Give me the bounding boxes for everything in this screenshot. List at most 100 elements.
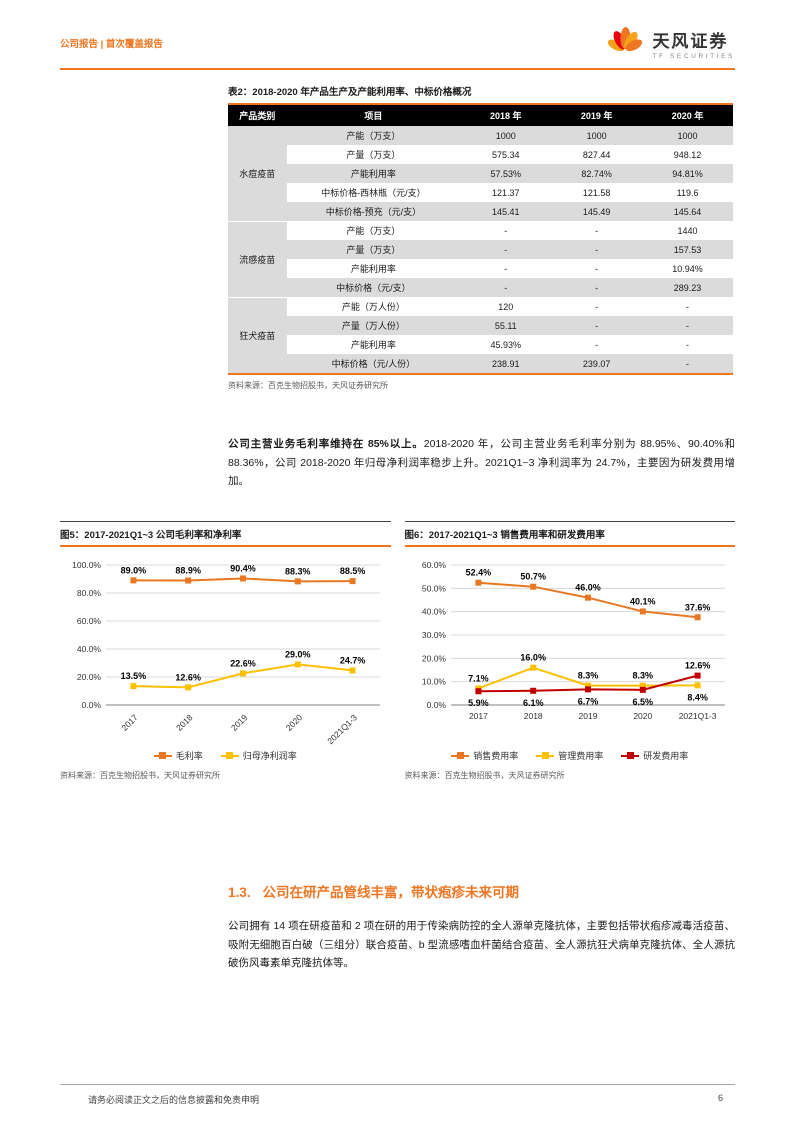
svg-text:37.6%: 37.6% — [684, 602, 710, 612]
svg-text:12.6%: 12.6% — [175, 672, 201, 682]
expense-ratio-chart: 0.0% 10.0% 20.0% 30.0% 40.0% 50.0% 60.0% 2017 20… — [421, 560, 725, 721]
chart6-title: 图6：2017-2021Q1~3 销售费用率和研发费用率 — [404, 521, 735, 548]
svg-text:89.0%: 89.0% — [121, 565, 147, 575]
legend-item: 销售费用率 — [451, 749, 518, 762]
value-cell: - — [551, 259, 643, 278]
margin-net-margin-chart: 0.0% 20.0% 40.0% 60.0% 80.0% 100.0% 2017 2018 20… — [72, 560, 380, 746]
value-cell: - — [551, 297, 643, 316]
svg-text:2017: 2017 — [119, 712, 140, 733]
value-cell: - — [551, 335, 643, 354]
column-header: 产品类别 — [228, 104, 287, 126]
item-cell: 产能利用率 — [286, 164, 461, 183]
svg-text:8.3%: 8.3% — [632, 671, 653, 681]
category-cell: 水痘疫苗 — [228, 126, 287, 222]
svg-text:2020: 2020 — [633, 711, 652, 721]
value-cell: 575.34 — [460, 145, 552, 164]
svg-text:8.4%: 8.4% — [687, 692, 708, 702]
chart-panel-6: 图6：2017-2021Q1~3 销售费用率和研发费用率 0.0% 10.0% 20… — [404, 521, 735, 781]
svg-text:0.0%: 0.0% — [426, 700, 446, 710]
legend-label: 销售费用率 — [473, 751, 519, 762]
chart5-title: 图5：2017-2021Q1~3 公司毛利率和净利率 — [60, 521, 391, 548]
table-row: 产能利用率 57.53% 82.74% 94.81% — [228, 164, 733, 183]
svg-text:2019: 2019 — [229, 712, 250, 733]
value-cell: - — [551, 316, 643, 335]
value-cell: - — [460, 221, 552, 240]
charts-row: 图5：2017-2021Q1~3 公司毛利率和净利率 0.0% 20.0% 40.0… — [60, 521, 735, 781]
value-cell: 10.94% — [642, 259, 733, 278]
value-cell: 1000 — [460, 126, 552, 145]
svg-text:20.0%: 20.0% — [77, 672, 102, 682]
legend-label: 归母净利润率 — [242, 751, 297, 762]
legend-marker-icon — [451, 752, 470, 760]
svg-text:0.0%: 0.0% — [82, 700, 102, 710]
value-cell: 1440 — [642, 221, 733, 240]
legend-item: 管理费用率 — [536, 749, 603, 762]
table-row: 产量（万支） - -157.53 — [228, 240, 733, 259]
legend-marker-icon — [536, 752, 555, 760]
chart5-source: 资料来源：百克生物招股书，天风证券研究所 — [60, 771, 220, 781]
item-cell: 产量（万人份） — [286, 316, 461, 335]
value-cell: 289.23 — [642, 278, 733, 297]
svg-text:30.0%: 30.0% — [421, 630, 446, 640]
svg-text:2019: 2019 — [578, 711, 597, 721]
value-cell: 119.6 — [642, 183, 733, 202]
chart5-legend: 毛利率 归母净利润率 — [60, 749, 391, 762]
table-row: 中标价格（元/人份） 238.91 239.07- — [228, 354, 733, 374]
svg-text:2020: 2020 — [284, 712, 305, 733]
legend-marker-icon — [621, 752, 640, 760]
value-cell: 827.44 — [551, 145, 643, 164]
table-row: 中标价格（元/支） - -289.23 — [228, 278, 733, 297]
table-row: 中标价格-预充（元/支） 145.41 145.49 145.64 — [228, 202, 733, 221]
column-header: 项目 — [286, 104, 461, 126]
svg-text:2018: 2018 — [174, 712, 195, 733]
value-cell: - — [642, 316, 733, 335]
svg-text:88.5%: 88.5% — [340, 566, 366, 576]
table-row: 产量（万支） 575.34 827.44 948.12 — [228, 145, 733, 164]
item-cell: 中标价格-西林瓶（元/支） — [286, 183, 461, 202]
svg-text:22.6%: 22.6% — [230, 658, 256, 668]
value-cell: 145.64 — [642, 202, 733, 221]
value-cell: 45.93% — [460, 335, 552, 354]
svg-text:80.0%: 80.0% — [77, 588, 102, 598]
table-row: 水痘疫苗 产能（万支） 1000 1000 1000 — [228, 126, 733, 222]
svg-text:50.0%: 50.0% — [421, 583, 446, 593]
svg-text:8.3%: 8.3% — [577, 671, 598, 681]
chart6-source: 资料来源：百克生物招股书，天风证券研究所 — [404, 771, 565, 781]
value-cell: - — [551, 240, 643, 259]
brand-flower-icon — [608, 27, 643, 52]
value-cell: 1000 — [642, 126, 733, 145]
item-cell: 中标价格-预充（元/支） — [286, 202, 461, 221]
svg-text:10.0%: 10.0% — [421, 677, 446, 687]
legend-item: 毛利率 — [153, 749, 203, 762]
svg-text:12.6%: 12.6% — [684, 661, 710, 671]
table-row: 狂犬疫苗 产能（万人份） 120- - — [228, 297, 733, 375]
svg-text:2018: 2018 — [523, 711, 542, 721]
table-header-row: 产品类别 项目 2018 年 2019 年 2020 年 — [228, 104, 733, 126]
svg-text:88.3%: 88.3% — [285, 566, 311, 576]
value-cell: 238.91 — [460, 354, 552, 374]
table-row: 产能利用率 45.93% - - — [228, 335, 733, 354]
section-title: 公司在研产品管线丰富，带状疱疹未来可期 — [262, 885, 520, 901]
category-cell: 流感疫苗 — [228, 221, 287, 298]
table-row: 产能利用率 - -10.94% — [228, 259, 733, 278]
value-cell: 157.53 — [642, 240, 733, 259]
chart-panel-5: 图5：2017-2021Q1~3 公司毛利率和净利率 0.0% 20.0% 40.0… — [60, 521, 391, 781]
value-cell: 55.11 — [460, 316, 552, 335]
svg-text:13.5%: 13.5% — [121, 671, 147, 681]
value-cell: 145.49 — [551, 202, 643, 221]
svg-text:40.0%: 40.0% — [421, 607, 446, 617]
svg-text:2021Q1-3: 2021Q1-3 — [678, 711, 716, 721]
item-cell: 产量（万支） — [286, 240, 461, 259]
page-footer: 请务必阅读正文之后的信息披露和免责申明 6 — [60, 1084, 735, 1106]
svg-text:29.0%: 29.0% — [285, 649, 311, 659]
item-cell: 产能利用率 — [286, 335, 461, 354]
header-divider — [60, 68, 735, 70]
svg-text:60.0%: 60.0% — [421, 560, 446, 570]
value-cell: - — [642, 354, 733, 374]
svg-text:16.0%: 16.0% — [520, 653, 546, 663]
value-cell: 82.74% — [551, 164, 643, 183]
legend-label: 毛利率 — [175, 751, 203, 762]
section-number: 1.3. — [228, 885, 251, 901]
svg-text:88.9%: 88.9% — [175, 566, 201, 576]
svg-text:6.7%: 6.7% — [577, 696, 598, 706]
